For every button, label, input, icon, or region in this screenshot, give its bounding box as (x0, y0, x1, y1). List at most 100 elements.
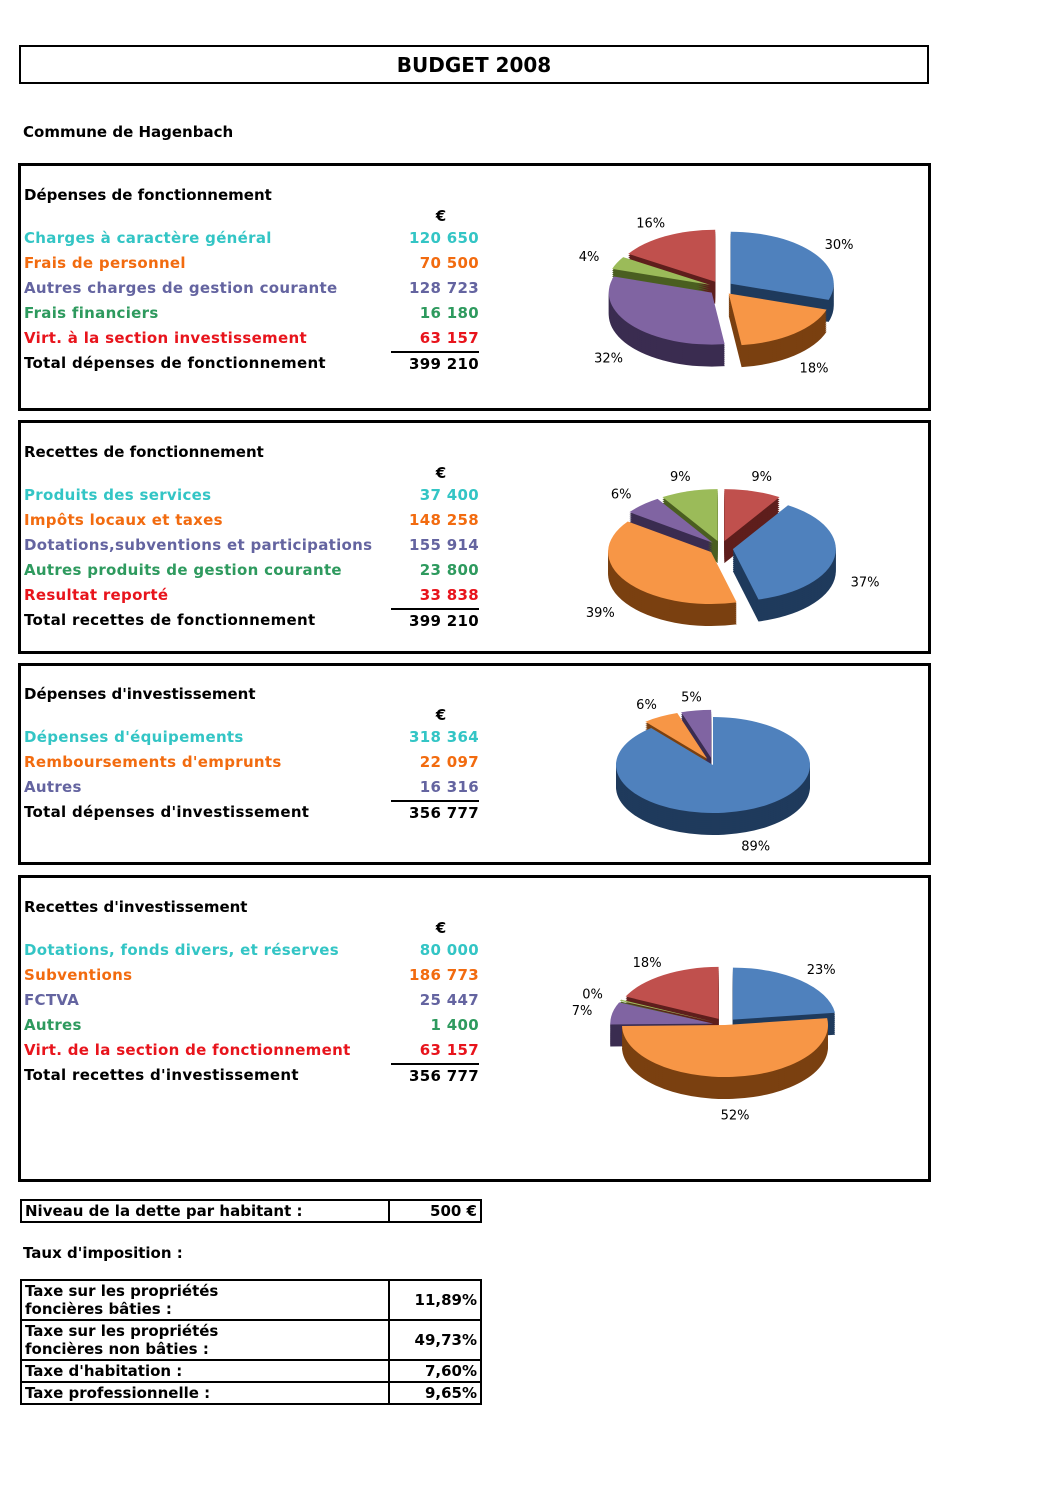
section-title: Dépenses de fonctionnement (24, 186, 272, 204)
pie-slice (662, 489, 718, 542)
pie-slice (616, 717, 810, 813)
pie-slice (629, 498, 713, 543)
currency-symbol: € (435, 207, 447, 225)
pie-slice-side (620, 1001, 715, 1024)
taux-title: Taux d'imposition : (23, 1244, 183, 1262)
taux-value: 9,65% (388, 1381, 482, 1405)
section-title: Recettes d'investissement (24, 898, 248, 916)
row-label: Autres charges de gestion courante (24, 279, 338, 297)
taux-label-line: foncières non bâties : (25, 1340, 209, 1358)
row-value: 148 258 (409, 511, 479, 529)
total-row: Total dépenses de fonctionnement 399 210 (24, 351, 479, 376)
pie-chart: 9% 37% 39% 6% 9% (586, 470, 880, 627)
pie-label: 23% (807, 963, 836, 978)
row-label: Impôts locaux et taxes (24, 511, 223, 529)
row-label: Frais financiers (24, 304, 159, 322)
budget-row: Impôts locaux et taxes 148 258 (24, 511, 479, 533)
row-label: Frais de personnel (24, 254, 186, 272)
section-2: Dépenses d'investissement € Dépenses d'équ… (18, 663, 931, 865)
budget-row: Resultat reporté 33 838 (24, 586, 479, 608)
pie-label: 18% (633, 956, 662, 971)
dette-label: Niveau de la dette par habitant : (20, 1199, 390, 1223)
pie-slice (724, 489, 780, 542)
budget-row: FCTVA 25 447 (24, 991, 479, 1013)
budget-row: Produits des services 37 400 (24, 486, 479, 508)
row-label: Autres produits de gestion courante (24, 561, 342, 579)
budget-row: Virt. à la section investissement 63 157 (24, 329, 479, 351)
pie-slice (610, 1002, 714, 1025)
row-value: 16 316 (419, 778, 479, 796)
budget-row: Autres 1 400 (24, 1016, 479, 1038)
row-value: 70 500 (419, 254, 479, 272)
pie-label: 4% (579, 250, 600, 265)
total-row: Total recettes de fonctionnement 399 210 (24, 608, 479, 633)
taux-label: Taxe d'habitation : (20, 1359, 390, 1383)
pie-label: 9% (670, 470, 691, 485)
taux-label-line: foncières bâties : (25, 1300, 172, 1318)
row-label: Dotations, fonds divers, et réserves (24, 941, 339, 959)
total-label: Total recettes de fonctionnement (24, 611, 316, 629)
section-title: Recettes de fonctionnement (24, 443, 264, 461)
row-label: Resultat reporté (24, 586, 169, 604)
row-label: Subventions (24, 966, 133, 984)
pie-label: 6% (611, 487, 632, 502)
row-value: 80 000 (419, 941, 479, 959)
row-value: 186 773 (409, 966, 479, 984)
row-value: 63 157 (419, 329, 479, 347)
row-label: Autres (24, 778, 82, 796)
budget-row: Remboursements d'emprunts 22 097 (24, 753, 479, 775)
pie-slice (728, 293, 827, 346)
pie-chart: 30% 18% 32% 4% 16% (579, 216, 854, 376)
taux-label-line: Taxe sur les propriétés (25, 1282, 219, 1300)
pie-slice (608, 521, 737, 605)
row-label: Virt. à la section investissement (24, 329, 307, 347)
taux-value: 11,89% (388, 1279, 482, 1321)
total-value: 356 777 (391, 800, 479, 822)
pie-slice (612, 257, 711, 285)
pie-label: 5% (681, 690, 702, 705)
section-0: Dépenses de fonctionnement € Charges à car… (18, 163, 931, 411)
row-label: Remboursements d'emprunts (24, 753, 282, 771)
commune-name: Commune de Hagenbach (23, 123, 234, 141)
row-value: 63 157 (419, 1041, 479, 1059)
pie-label: 16% (636, 216, 665, 231)
budget-row: Autres charges de gestion courante 128 72… (24, 279, 479, 301)
taux-row: Taxe sur les propriétés foncières bâties … (20, 1279, 482, 1321)
pie-slice (628, 229, 716, 282)
total-row: Total recettes d'investissement 356 777 (24, 1063, 479, 1088)
total-label: Total recettes d'investissement (24, 1066, 299, 1084)
pie-label: 6% (636, 698, 657, 713)
dette-table: Niveau de la dette par habitant : 500 € (20, 1199, 482, 1223)
currency-symbol: € (435, 706, 447, 724)
currency-symbol: € (435, 919, 447, 937)
taux-table: Taxe sur les propriétés foncières bâties … (20, 1279, 482, 1405)
pie-slice (730, 231, 834, 300)
pie-slice (732, 505, 836, 600)
row-label: Autres (24, 1016, 82, 1034)
row-value: 23 800 (419, 561, 479, 579)
total-value: 399 210 (391, 351, 479, 373)
budget-row: Autres produits de gestion courante 23 80… (24, 561, 479, 583)
taux-row: Taxe professionnelle : 9,65% (20, 1381, 482, 1405)
total-label: Total dépenses de fonctionnement (24, 354, 326, 372)
row-value: 318 364 (409, 728, 479, 746)
budget-row: Dépenses d'équipements 318 364 (24, 728, 479, 750)
pie-label: 39% (586, 606, 615, 621)
taux-value: 49,73% (388, 1319, 482, 1361)
taux-label-line: Taxe sur les propriétés (25, 1322, 219, 1340)
row-label: Charges à caractère général (24, 229, 272, 247)
budget-row: Dotations,subventions et participations 1… (24, 536, 479, 558)
row-value: 120 650 (409, 229, 479, 247)
pie-label: 37% (851, 576, 880, 591)
taux-row: Taxe d'habitation : 7,60% (20, 1359, 482, 1383)
pie-slice (732, 967, 836, 1020)
row-value: 22 097 (419, 753, 479, 771)
pie-slice (620, 999, 715, 1022)
pie-label: 0% (582, 988, 603, 1003)
row-value: 1 400 (430, 1016, 479, 1034)
row-label: Dépenses d'équipements (24, 728, 244, 746)
row-label: Virt. de la section de fonctionnement (24, 1041, 351, 1059)
pie-label: 89% (741, 840, 770, 855)
row-label: FCTVA (24, 991, 80, 1009)
